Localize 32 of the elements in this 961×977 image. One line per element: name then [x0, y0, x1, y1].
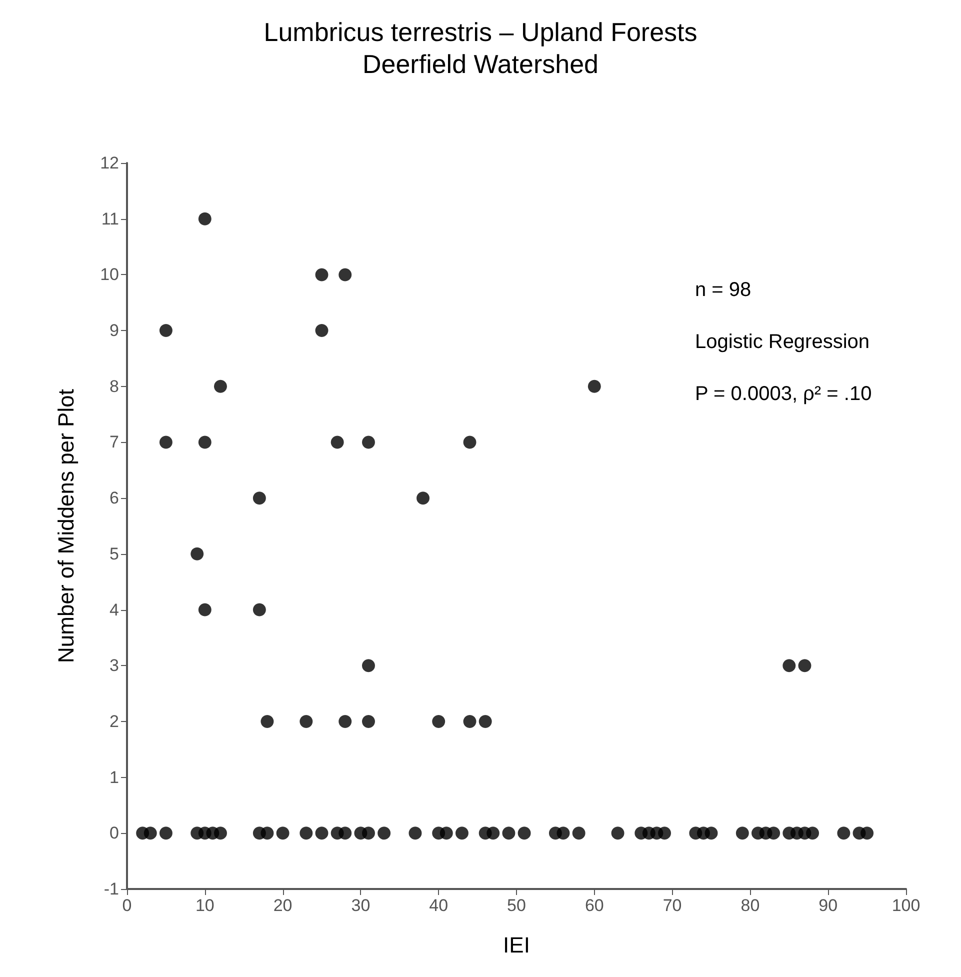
- x-tick-label: 90: [818, 896, 838, 915]
- y-tick-label: 9: [110, 321, 119, 340]
- y-tick-label: 10: [100, 265, 119, 284]
- x-tick-label: 50: [507, 896, 526, 915]
- y-tick-label: 5: [110, 544, 119, 564]
- x-axis-title: IEI: [503, 932, 530, 958]
- y-tick-label: 1: [110, 768, 119, 787]
- annotation: Logistic Regression: [695, 331, 870, 353]
- x-tick-label: 40: [429, 896, 448, 915]
- x-tick-label: 20: [273, 896, 292, 915]
- y-tick-label: -1: [104, 880, 119, 898]
- y-tick-label: 0: [110, 824, 119, 843]
- x-tick-label: 100: [892, 896, 920, 915]
- chart-subtitle: Deerfield Watershed: [362, 49, 599, 79]
- y-tick-label: 8: [110, 376, 119, 396]
- annotation: P = 0.0003, ρ² = .10: [695, 383, 872, 405]
- x-tick-label: 0: [122, 896, 132, 915]
- x-tick-label: 80: [740, 896, 760, 915]
- x-tick-label: 30: [351, 896, 370, 915]
- y-axis-title: Number of Middens per Plot: [54, 389, 78, 663]
- y-tick-label: 4: [110, 600, 119, 620]
- chart-title: Lumbricus terrestris – Upland Forests: [264, 17, 698, 47]
- annotation: n = 98: [695, 279, 752, 301]
- y-tick-label: 2: [110, 712, 119, 731]
- x-tick-label: 60: [584, 896, 604, 915]
- y-tick-label: 12: [100, 154, 119, 172]
- y-tick-label: 6: [110, 488, 119, 508]
- y-tick-label: 11: [101, 209, 119, 228]
- x-tick-label: 10: [195, 896, 214, 915]
- y-tick-label: 3: [110, 656, 119, 676]
- y-tick-label: 7: [110, 432, 119, 452]
- x-tick-label: 70: [662, 896, 682, 915]
